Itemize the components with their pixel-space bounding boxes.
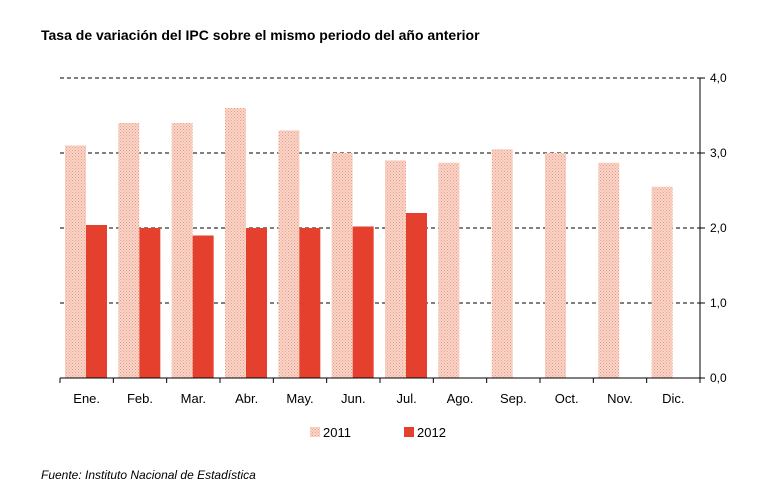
bar-2012-jun [352, 226, 374, 378]
x-tick-label: Nov. [607, 391, 633, 406]
bar-2011-jul [385, 160, 406, 378]
bar-2011-nov [598, 162, 620, 378]
x-tick-label: Feb. [127, 391, 153, 406]
y-tick-label: 4,0 [710, 71, 727, 85]
y-tick-label: 1,0 [710, 296, 727, 310]
bar-2011-feb [118, 123, 140, 378]
bar-2012-jul [406, 213, 427, 378]
bar-2011-abr [225, 108, 246, 378]
x-tick-label: May. [286, 391, 313, 406]
source-note: Fuente: Instituto Nacional de Estadístic… [41, 468, 256, 482]
bar-2012-feb [139, 228, 161, 378]
bar-2011-jun [331, 153, 353, 378]
legend-swatch-2011 [310, 427, 320, 437]
legend-label-2012: 2012 [417, 425, 446, 440]
y-tick-label: 3,0 [710, 146, 727, 160]
bar-2011-ene [65, 145, 86, 378]
x-tick-label: Sep. [500, 391, 527, 406]
bar-2012-mar [192, 235, 214, 378]
x-tick-label: Ago. [447, 391, 474, 406]
legend-swatch-2012 [404, 427, 414, 437]
bar-2011-oct [545, 153, 566, 378]
bar-2012-may [299, 228, 321, 378]
y-tick-label: 0,0 [710, 371, 727, 385]
x-tick-label: Jul. [397, 391, 417, 406]
bar-2011-mar [171, 123, 193, 378]
x-tick-label: Dic. [662, 391, 684, 406]
bar-2011-dic [651, 186, 673, 378]
x-tick-label: Ene. [73, 391, 100, 406]
bar-2012-ene [86, 225, 107, 378]
bar-2011-may [278, 130, 300, 378]
bar-2011-sep [491, 149, 513, 378]
x-tick-label: Abr. [235, 391, 258, 406]
bar-2012-abr [246, 228, 267, 378]
legend-label-2011: 2011 [323, 425, 351, 440]
x-tick-label: Oct. [555, 391, 579, 406]
x-tick-label: Mar. [181, 391, 206, 406]
x-tick-label: Jun. [341, 391, 366, 406]
bar-2011-ago [438, 162, 460, 378]
chart-title: Tasa de variación del IPC sobre el mismo… [41, 27, 480, 43]
y-tick-label: 2,0 [710, 221, 727, 235]
